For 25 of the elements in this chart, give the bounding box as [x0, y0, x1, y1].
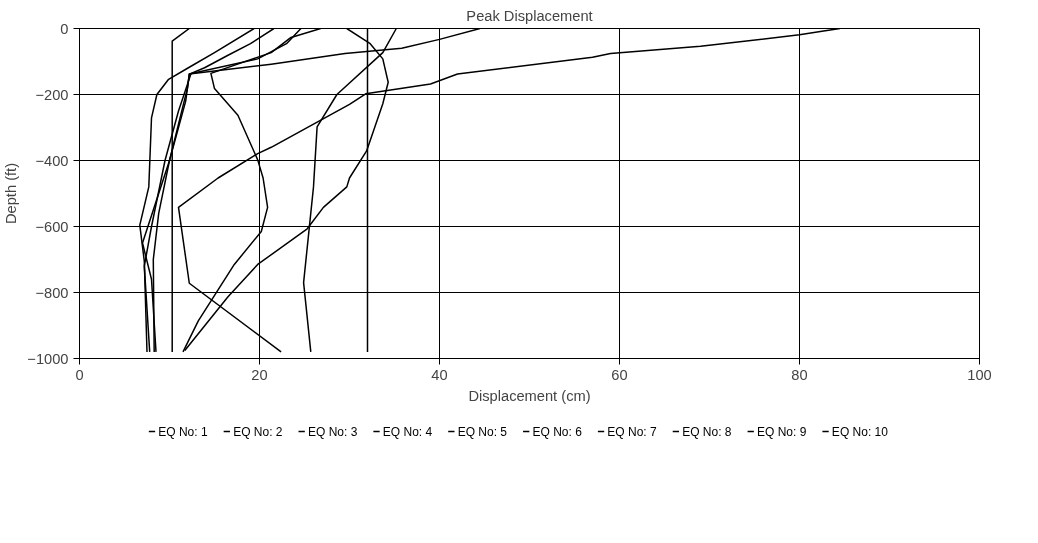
legend-label: EQ No: 6 — [532, 424, 583, 439]
y-tick-label: −1000 — [27, 350, 69, 367]
x-tick-label: 20 — [251, 366, 268, 383]
x-tick-label: 40 — [431, 366, 448, 383]
legend-label: EQ No: 2 — [233, 424, 283, 439]
y-tick-label: −800 — [35, 284, 69, 301]
x-tick-label: 60 — [611, 366, 628, 383]
legend-label: EQ No: 5 — [457, 424, 508, 439]
legend-label: EQ No: 1 — [158, 424, 208, 439]
legend-label: EQ No: 9 — [757, 424, 807, 439]
legend-label: EQ No: 10 — [831, 424, 889, 439]
y-axis-title: Depth (ft) — [3, 162, 20, 225]
x-tick-label: 0 — [75, 366, 84, 383]
y-tick-label: −600 — [35, 218, 69, 235]
x-tick-label: 100 — [967, 366, 992, 383]
y-tick-label: −400 — [35, 152, 69, 169]
y-tick-label: 0 — [60, 20, 69, 37]
chart-title: Peak Displacement — [466, 7, 593, 24]
y-tick-label: −200 — [35, 86, 69, 103]
x-tick-label: 80 — [791, 366, 808, 383]
legend-label: EQ No: 4 — [382, 424, 433, 439]
legend-label: EQ No: 3 — [307, 424, 358, 439]
legend-label: EQ No: 8 — [682, 424, 732, 439]
x-axis-title: Displacement (cm) — [468, 387, 591, 404]
legend-label: EQ No: 7 — [607, 424, 658, 439]
